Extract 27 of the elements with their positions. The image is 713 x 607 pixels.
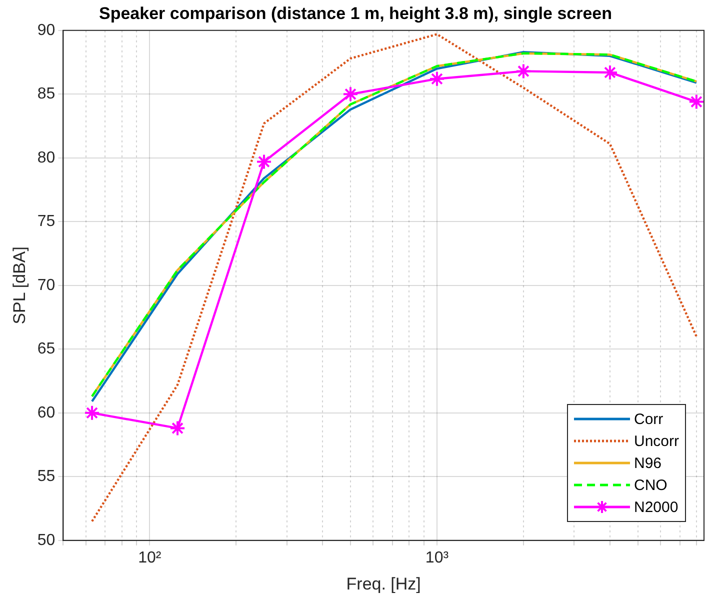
y-tick-label: 80 [37,149,56,166]
legend-label: Corr [634,410,664,428]
point [256,154,272,170]
legend-label: N96 [634,454,662,472]
legend-label: Uncorr [634,432,680,450]
y-tick-label: 50 [37,532,56,549]
legend-label: N2000 [634,498,678,516]
y-axis-title: SPL [dBA] [10,246,29,324]
legend-label: CNO [634,476,668,494]
y-tick-label: 85 [37,86,56,103]
point [342,86,358,102]
point [688,94,704,110]
x-tick-label: 10² [138,549,162,566]
point [515,63,532,80]
y-tick-label: 65 [37,340,56,358]
chart-title: Speaker comparison (distance 1 m, height 3.8 m), single screen [98,4,612,23]
y-tick-label: 55 [37,468,56,486]
y-tick-label: 75 [37,213,56,230]
x-axis-title: Freq. [Hz] [346,574,421,594]
point [84,404,100,421]
x-tick-label: 10³ [425,549,450,566]
point [428,70,445,87]
point [170,420,186,436]
line-series [90,33,698,522]
y-tick-label: 60 [37,404,56,422]
y-tick-label: 90 [37,22,56,39]
y-tick-label: 70 [37,276,56,294]
